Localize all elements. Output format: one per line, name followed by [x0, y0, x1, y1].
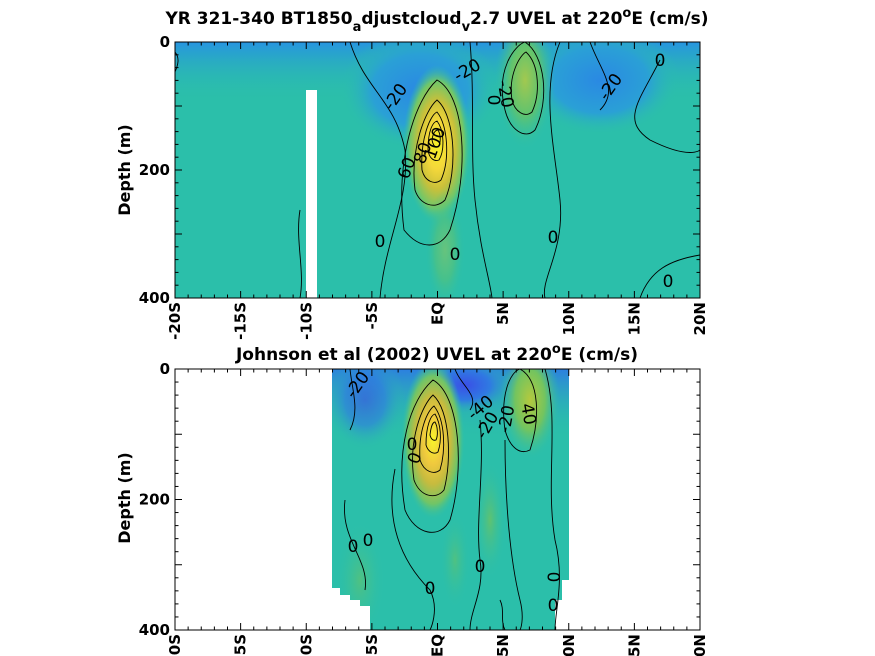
x-tick-label: -5S — [363, 302, 381, 329]
contour-label: 0 — [450, 245, 461, 265]
x-tick-label: 15N — [625, 634, 643, 656]
panel-1: YR 321-340 BT1850adjustcloudv2.7 UVEL at… — [115, 6, 709, 340]
contour-label: 0 — [375, 232, 386, 252]
y-tick-label: 200 — [139, 491, 170, 509]
contour-label: 0 — [655, 51, 666, 71]
x-tick-label: 5N — [494, 634, 512, 656]
x-tick-label: 20N — [691, 634, 709, 656]
contour-label: 0 — [663, 272, 674, 292]
x-tick-label: 15N — [625, 302, 643, 335]
contour-label: 0 — [545, 572, 565, 583]
panel-1-heatmap: -20 -20 -20 -20 0 0 0 0 0 0 60 80 100 — [175, 42, 700, 298]
contour-label: 40 — [516, 402, 539, 427]
x-tick-label: 5N — [494, 302, 512, 325]
x-tick-label: 10N — [560, 634, 578, 656]
panel-1-title: YR 321-340 BT1850adjustcloudv2.7 UVEL at… — [164, 6, 708, 35]
x-tick-label: -10S — [297, 634, 315, 656]
contour-label: 0 — [483, 95, 503, 106]
panel-2: Johnson et al (2002) UVEL at 220oE (cm/s… — [115, 342, 709, 656]
x-tick-label: EQ — [429, 634, 447, 656]
x-tick-label: -15S — [232, 302, 250, 340]
y-tick-label: 400 — [139, 289, 170, 307]
contour-label: 0 — [348, 537, 359, 557]
x-tick-label: -20S — [166, 302, 184, 340]
contour-label: -20 — [493, 79, 518, 110]
y-tick-label: 200 — [139, 161, 170, 179]
x-tick-label: -20S — [166, 634, 184, 656]
x-tick-label: -10S — [297, 302, 315, 340]
x-tick-label: 10N — [560, 302, 578, 335]
x-tick-label: EQ — [429, 302, 447, 325]
contour-label: 0 — [425, 579, 436, 599]
panel-2-title: Johnson et al (2002) UVEL at 220oE (cm/s… — [235, 342, 638, 365]
contour-label: 0 — [475, 557, 486, 577]
contour-label: -20 — [495, 404, 520, 435]
x-tick-label: 20N — [691, 302, 709, 335]
panel-2-heatmap: -20 -40 -20 -20 40 0 0 0 0 0 0 0 0 — [332, 369, 569, 630]
contour-label: 0 — [407, 435, 418, 455]
panel-1-axes: -20S -15S -10S -5S EQ 5N 10N 15N 20N 0 200 400 — [139, 33, 709, 340]
contour-label: 0 — [548, 596, 559, 616]
contour-label: 0 — [363, 531, 374, 551]
panel-1-ylabel: Depth (m) — [115, 124, 134, 216]
y-tick-label: 400 — [139, 621, 170, 639]
panel-2-ylabel: Depth (m) — [115, 452, 134, 544]
y-tick-label: 0 — [160, 33, 170, 51]
contour-label: 0 — [548, 228, 559, 248]
y-tick-label: 0 — [160, 360, 170, 378]
x-tick-label: -5S — [363, 634, 381, 656]
x-tick-label: -15S — [232, 634, 250, 656]
